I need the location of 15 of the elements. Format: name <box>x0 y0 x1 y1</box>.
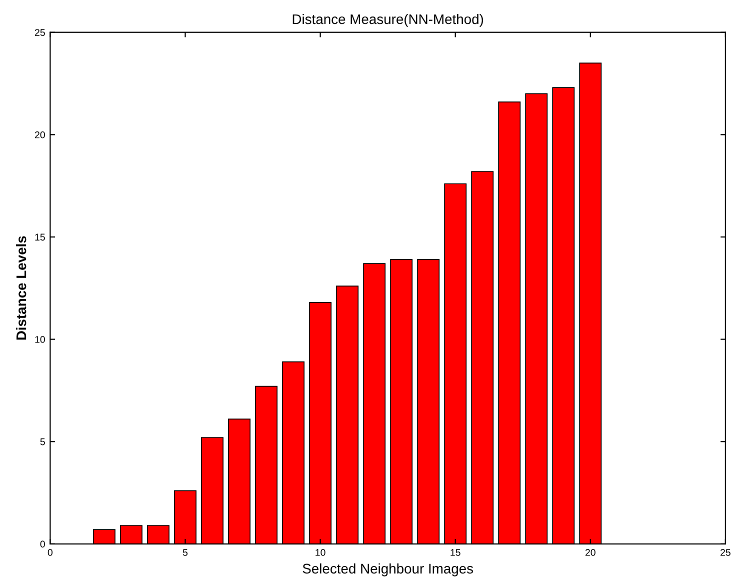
y-tick-label: 10 <box>35 336 45 343</box>
x-tick-label: 5 <box>182 549 188 556</box>
x-tick-label: 25 <box>720 549 730 556</box>
x-tick-label: 15 <box>450 549 460 556</box>
x-tick-label: 10 <box>316 549 326 556</box>
x-axis-title: Selected Neighbour Images <box>302 563 474 576</box>
y-axis-title: Distance Levels <box>16 236 26 340</box>
y-tick-label: 5 <box>40 438 45 446</box>
y-tick-label: 25 <box>35 29 45 36</box>
y-tick-label: 15 <box>35 234 45 241</box>
y-tick-label: 20 <box>35 131 45 138</box>
y-tick-label: 0 <box>40 540 45 548</box>
chart-title: Distance Measure(NN-Method) <box>292 14 484 27</box>
x-tick-label: 0 <box>48 549 53 556</box>
x-tick-label: 20 <box>585 549 596 556</box>
